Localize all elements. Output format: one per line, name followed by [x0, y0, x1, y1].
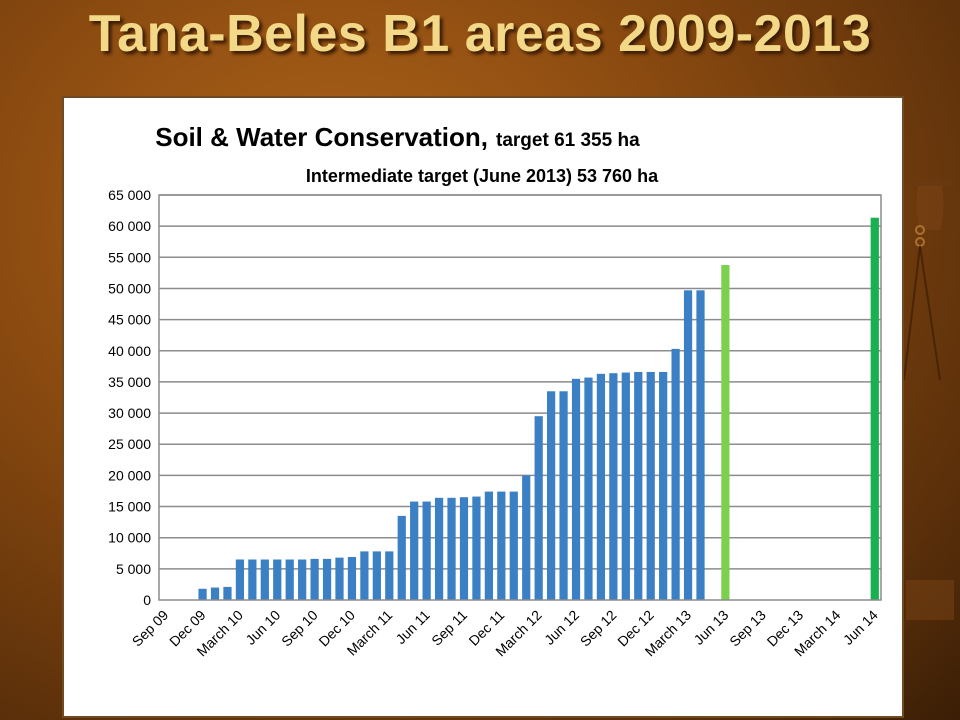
decorative-scales-icon: [903, 180, 954, 620]
bar: [571, 378, 581, 600]
bar: [559, 391, 568, 600]
bar: [534, 416, 543, 600]
bar: [335, 557, 344, 600]
bar: [347, 557, 357, 600]
bar: [210, 587, 220, 600]
y-tick-label: 0: [143, 592, 151, 608]
y-tick-label: 20 000: [108, 467, 151, 483]
bar: [596, 373, 606, 600]
bar: [198, 588, 207, 600]
x-tick-label: Jun 11: [392, 607, 432, 647]
x-tick-label: Jun 14: [840, 607, 881, 648]
x-tick-label: Jun 12: [541, 607, 582, 648]
bar: [497, 491, 506, 600]
bars: [198, 217, 879, 600]
bar: [584, 377, 593, 600]
y-tick-label: 60 000: [108, 218, 151, 234]
x-tick-label: Sep 09: [129, 607, 172, 650]
y-tick-label: 35 000: [108, 374, 151, 390]
final-target-bar: [870, 217, 879, 600]
plot-area-frame: [158, 194, 882, 601]
chart-panel: Soil & Water Conservation, target 61 355…: [62, 96, 904, 718]
bar: [484, 491, 493, 600]
bar: [273, 559, 282, 600]
x-tick-label: Sep 11: [428, 607, 470, 649]
y-tick-label: 10 000: [108, 530, 151, 546]
x-tick-label: Jun 10: [242, 607, 283, 648]
bar: [397, 515, 406, 600]
x-tick-label: Jun 13: [690, 607, 731, 648]
bar: [609, 373, 618, 600]
bar: [696, 290, 705, 600]
bar: [509, 491, 518, 600]
gridlines: [159, 194, 881, 570]
y-tick-label: 50 000: [108, 280, 151, 296]
bar: [372, 551, 381, 600]
y-axis-ticks: 0 5 000 10 000 15 000 20 000 25 000 30 000 35 0…: [108, 187, 151, 608]
bar: [298, 559, 307, 600]
bar: [422, 501, 431, 600]
x-tick-label: Sep 12: [577, 607, 620, 650]
x-tick-label: Sep 13: [726, 607, 769, 650]
bar: [547, 391, 556, 600]
bar: [459, 497, 469, 600]
chart-title-target: target 61 355 ha: [496, 130, 640, 151]
bar: [659, 371, 668, 600]
x-tick-label: Sep 10: [278, 607, 321, 650]
bar: [285, 559, 294, 600]
intermediate-target-bar: [721, 265, 730, 600]
y-tick-label: 15 000: [108, 499, 151, 515]
chart-subtitle: Intermediate target (June 2013) 53 760 h…: [306, 166, 659, 186]
bar: [434, 497, 444, 600]
chart-title: Soil & Water Conservation,: [155, 122, 488, 152]
y-tick-label: 25 000: [108, 436, 151, 452]
bar: [671, 348, 680, 600]
bar: [522, 475, 531, 600]
y-tick-label: 30 000: [108, 405, 151, 421]
bar: [322, 558, 332, 600]
bar: [683, 290, 693, 600]
bar: [646, 371, 655, 600]
bar: [472, 496, 481, 600]
slide-title: Tana-Beles B1 areas 2009-2013: [88, 5, 872, 63]
y-tick-label: 40 000: [108, 343, 151, 359]
bar: [360, 551, 369, 600]
bar: [447, 497, 456, 600]
y-tick-label: 5 000: [116, 561, 151, 577]
bar: [621, 372, 630, 600]
bar: [248, 559, 257, 600]
bar: [410, 501, 419, 600]
y-tick-label: 65 000: [108, 187, 151, 203]
bar: [260, 559, 269, 600]
bar: [235, 559, 245, 600]
bar: [385, 551, 394, 600]
y-tick-label: 45 000: [108, 312, 151, 328]
soil-water-conservation-chart: Soil & Water Conservation, target 61 355…: [108, 122, 882, 660]
bar: [634, 371, 643, 600]
bar: [310, 558, 319, 600]
bar: [223, 586, 232, 600]
y-tick-label: 55 000: [108, 249, 151, 265]
